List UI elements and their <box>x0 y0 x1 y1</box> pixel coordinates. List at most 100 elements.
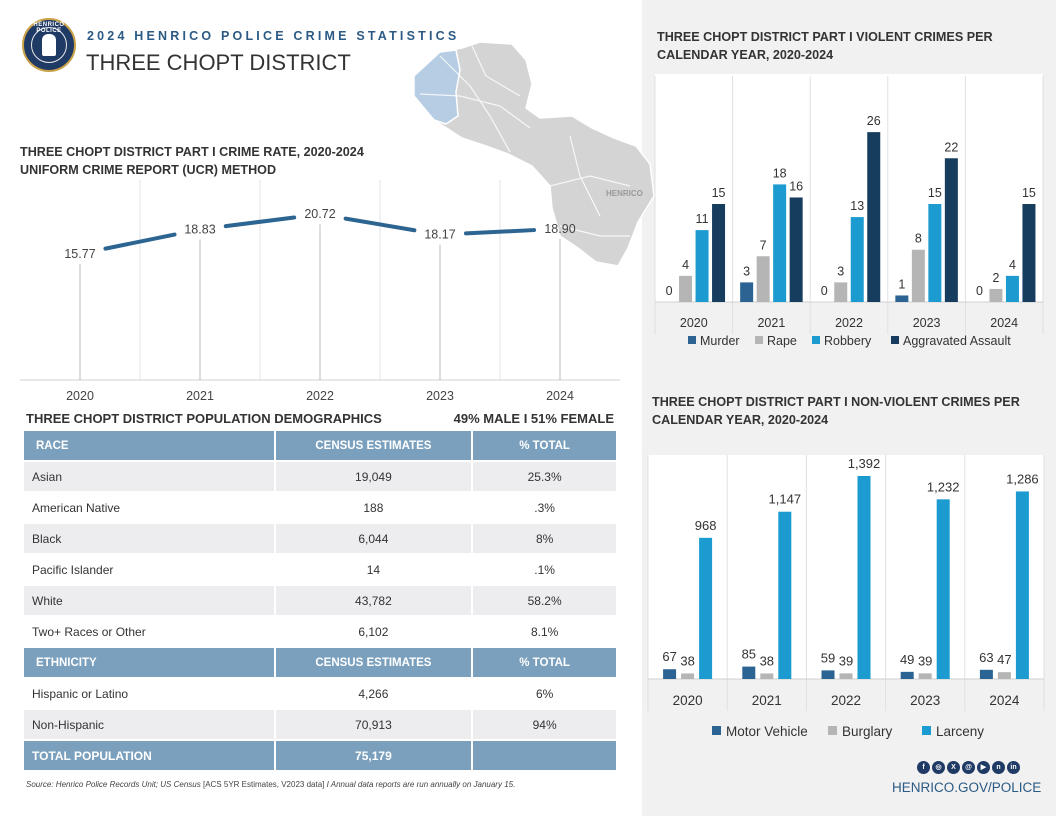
x-tick-label: 2023 <box>910 693 940 708</box>
bar-data-label: 22 <box>944 140 958 154</box>
bar-data-label: 18 <box>773 166 787 180</box>
three-chopt-district-shape <box>413 49 461 125</box>
race-row: Asian 19,049 25.3% <box>24 461 618 493</box>
bar-data-label: 15 <box>712 186 726 200</box>
legend-swatch <box>922 726 931 735</box>
crime-rate-title: THREE CHOPT DISTRICT PART I CRIME RATE, … <box>20 143 364 179</box>
rate-data-label: 18.90 <box>544 222 575 236</box>
x-icon[interactable]: X <box>947 761 960 774</box>
social-icons: f ◎ X @ ▶ n in <box>917 761 1020 774</box>
cell-estimate: 14 <box>274 554 474 586</box>
bar-rape <box>756 256 770 302</box>
nextdoor-icon[interactable]: n <box>992 761 1005 774</box>
bar-data-label: 1 <box>898 277 905 291</box>
crime-rate-line-chart: 15.77 2020 18.83 2021 20.72 2022 18.17 2023 18.9… <box>20 180 620 403</box>
cell-estimate: 6,044 <box>274 523 474 555</box>
instagram-icon[interactable]: ◎ <box>932 761 945 774</box>
bar-data-label: 16 <box>789 179 803 193</box>
legend-swatch <box>828 726 837 735</box>
seal-figure-icon <box>42 34 56 56</box>
youtube-icon[interactable]: ▶ <box>977 761 990 774</box>
cell-label: Pacific Islander <box>24 554 276 586</box>
legend-label: Aggravated Assault <box>903 334 1011 348</box>
bar-rape <box>989 288 1003 302</box>
source-note: Source: Henrico Police Records Unit; US … <box>26 780 515 789</box>
crime-rate-title-line2: UNIFORM CRIME REPORT (UCR) METHOD <box>20 163 277 177</box>
bar-data-label: 7 <box>760 238 767 252</box>
bar-data-label: 8 <box>915 232 922 246</box>
cell-label: White <box>24 585 276 617</box>
bar-data-label: 3 <box>743 264 750 278</box>
rate-data-label: 20.72 <box>304 207 335 221</box>
legend-label: Rape <box>767 334 797 348</box>
violent-crimes-title: THREE CHOPT DISTRICT PART I VIOLENT CRIM… <box>657 28 993 64</box>
legend-swatch <box>755 336 763 344</box>
bar-data-label: 59 <box>821 650 835 665</box>
legend-swatch <box>812 336 820 344</box>
linkedin-icon[interactable]: in <box>1007 761 1020 774</box>
seal-text: HENRICO POLICE <box>33 22 65 34</box>
legend-label: Robbery <box>824 334 872 348</box>
district-map: HENRICO <box>413 41 655 267</box>
facebook-icon[interactable]: f <box>917 761 930 774</box>
legend-label: Motor Vehicle <box>726 724 808 739</box>
bar-data-label: 49 <box>900 652 914 667</box>
plot-area <box>648 455 1044 679</box>
cell-percent: 6% <box>472 678 618 710</box>
bar-robbery <box>773 184 787 302</box>
cell-estimate: 4,266 <box>274 678 474 710</box>
cell-estimate: 188 <box>274 492 474 524</box>
x-tick-label: 2023 <box>426 389 454 403</box>
bar-motor-vehicle <box>979 669 993 679</box>
website-link[interactable]: HENRICO.GOV/POLICE <box>892 780 1042 795</box>
violent-crimes-title-line1: THREE CHOPT DISTRICT PART I VIOLENT CRIM… <box>657 30 993 44</box>
demographics-table: RACE CENSUS ESTIMATES% TOTAL Asian 19,049 25… <box>24 431 618 772</box>
bar-aggravated-assault <box>944 158 958 302</box>
bar-data-label: 4 <box>1009 258 1016 272</box>
legend-label: Burglary <box>842 724 893 739</box>
race-header-row: RACE CENSUS ESTIMATES% TOTAL <box>24 431 618 462</box>
cell-percent: .1% <box>472 554 618 586</box>
violent-crimes-title-line2: CALENDAR YEAR, 2020-2024 <box>657 48 834 62</box>
bar-data-label: 11 <box>696 212 709 226</box>
source-annual-note: I Annual data reports are run annually o… <box>324 780 516 789</box>
race-row: Two+ Races or Other 6,102 8.1% <box>24 616 618 648</box>
bar-robbery <box>1005 275 1019 302</box>
x-tick-label: 2024 <box>989 693 1020 708</box>
nonviolent-crimes-title-line2: CALENDAR YEAR, 2020-2024 <box>652 413 829 427</box>
bar-aggravated-assault <box>867 132 881 302</box>
bar-data-label: 85 <box>742 647 756 662</box>
threads-icon[interactable]: @ <box>962 761 975 774</box>
rate-line-segment <box>223 215 297 229</box>
bar-robbery <box>695 230 709 302</box>
bar-data-label: 2 <box>992 271 999 285</box>
bar-robbery <box>928 204 942 302</box>
race-row: Black 6,044 8% <box>24 523 618 555</box>
cell-label: Hispanic or Latino <box>24 678 276 710</box>
bar-burglary <box>997 672 1011 679</box>
x-tick-label: 2021 <box>757 316 785 330</box>
bar-rape <box>679 275 693 302</box>
demographics-title: THREE CHOPT DISTRICT POPULATION DEMOGRAP… <box>26 411 382 426</box>
nonviolent-crimes-title: THREE CHOPT DISTRICT PART I NON-VIOLENT … <box>652 393 1020 429</box>
bar-data-label: 0 <box>976 284 983 298</box>
ethnicity-row: Non-Hispanic 70,913 94% <box>24 709 618 741</box>
seal-ring <box>31 27 67 63</box>
bar-data-label: 1,392 <box>848 456 881 471</box>
henrico-police-seal-icon: HENRICO POLICE <box>22 18 76 72</box>
cell-percent: % TOTAL <box>472 647 618 679</box>
x-tick-label: 2021 <box>186 389 214 403</box>
rate-data-label: 15.77 <box>64 247 95 261</box>
violent-crimes-bar-chart: 0411152020371816202103132620221815222023… <box>654 74 1044 348</box>
cell-label: ETHNICITY <box>24 647 276 679</box>
cell-estimate: 70,913 <box>274 709 474 741</box>
x-tick-label: 2022 <box>835 316 863 330</box>
bar-motor-vehicle <box>900 671 914 679</box>
bar-data-label: 968 <box>695 518 717 533</box>
race-row: White 43,782 58.2% <box>24 585 618 617</box>
cell-percent: % TOTAL <box>472 431 618 462</box>
bar-data-label: 1,147 <box>769 492 802 507</box>
source-census-note: [ACS 5YR Estimates, V2023 data] <box>202 780 325 789</box>
bar-data-label: 47 <box>997 652 1011 667</box>
cell-estimate: CENSUS ESTIMATES <box>274 431 474 462</box>
